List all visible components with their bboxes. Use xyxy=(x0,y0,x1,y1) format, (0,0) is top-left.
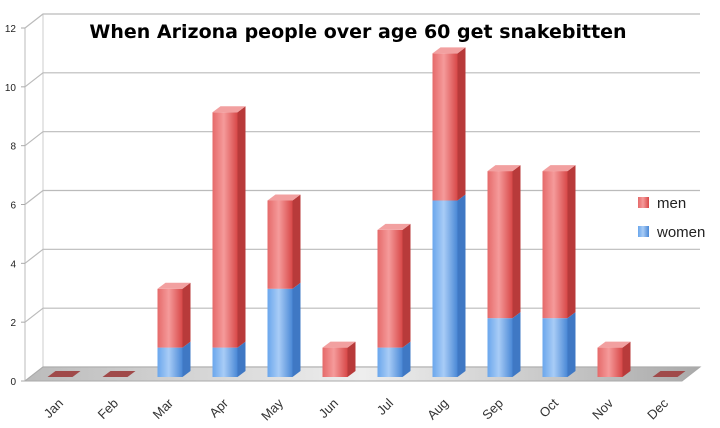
y-tick-label: 12 xyxy=(5,24,17,35)
bar-side-men-may xyxy=(292,194,301,289)
bar-side-men-sep xyxy=(512,165,521,319)
x-tick-label: Aug xyxy=(424,396,451,423)
y-tick-label: 8 xyxy=(10,142,16,153)
bar-side-men-oct xyxy=(567,165,576,319)
x-tick-label: Mar xyxy=(150,395,177,422)
bar-side-women-aug xyxy=(457,194,466,377)
bar-side-women-jul xyxy=(402,341,411,377)
x-tick-label: May xyxy=(258,395,286,423)
bar-side-women-may xyxy=(292,282,301,377)
bar-women-oct xyxy=(542,318,568,377)
gridline xyxy=(24,72,700,88)
x-tick-label: Jun xyxy=(316,396,341,421)
gridline xyxy=(24,189,700,205)
bar-top-men-jun xyxy=(322,341,356,348)
y-tick-label: 6 xyxy=(10,201,16,212)
bar-zero-dec xyxy=(652,371,686,377)
bar-men-aug xyxy=(432,53,458,201)
bar-men-jun xyxy=(322,347,348,377)
legend-swatch-women xyxy=(638,226,649,237)
bar-side-men-jul xyxy=(402,223,411,348)
bar-side-men-nov xyxy=(622,341,631,377)
bar-women-apr xyxy=(212,347,238,377)
x-tick-label: Jul xyxy=(374,395,396,417)
x-tick-label: Feb xyxy=(95,396,121,422)
bar-side-women-apr xyxy=(237,341,246,377)
floor-plane xyxy=(23,366,702,382)
y-tick-label: 2 xyxy=(10,318,16,329)
bar-top-men-aug xyxy=(432,47,466,54)
gridline xyxy=(24,131,700,147)
bar-side-men-aug xyxy=(457,47,466,201)
gridline xyxy=(24,307,700,323)
bar-zero-feb xyxy=(102,371,136,377)
gridline xyxy=(24,13,700,29)
x-tick-label: Nov xyxy=(589,395,616,422)
x-tick-label: Oct xyxy=(536,395,561,420)
bar-top-men-apr xyxy=(212,106,246,113)
bar-side-men-jun xyxy=(347,341,356,377)
bar-side-women-sep xyxy=(512,312,521,377)
chart-title: When Arizona people over age 60 get snak… xyxy=(89,21,626,43)
bar-side-men-apr xyxy=(237,106,246,348)
x-tick-label: Sep xyxy=(479,396,506,423)
bar-side-women-mar xyxy=(182,341,191,377)
bar-men-oct xyxy=(542,171,568,319)
bar-side-women-oct xyxy=(567,312,576,377)
legend-label-women: women xyxy=(656,224,705,241)
bar-women-jul xyxy=(377,347,403,377)
x-tick-label: Apr xyxy=(206,395,231,420)
bar-men-nov xyxy=(597,347,623,377)
bar-women-may xyxy=(267,288,293,377)
bar-men-may xyxy=(267,200,293,289)
bar-top-men-sep xyxy=(487,165,521,172)
bar-top-men-jul xyxy=(377,223,411,230)
bar-top-men-may xyxy=(267,194,301,201)
gridlines: 0 2 4 6 8 10 12 xyxy=(5,13,700,388)
x-tick-label: Dec xyxy=(644,395,671,422)
legend-swatch-men xyxy=(638,197,649,208)
bar-women-mar xyxy=(157,347,183,377)
bar-women-sep xyxy=(487,318,513,377)
bar-top-men-mar xyxy=(157,282,191,289)
bar-top-men-oct xyxy=(542,165,576,172)
x-tick-label: Jan xyxy=(41,396,66,421)
bar-zero-jan xyxy=(47,371,81,377)
bar-men-jul xyxy=(377,229,403,348)
legend-label-men: men xyxy=(657,195,686,212)
bar-men-mar xyxy=(157,288,183,348)
y-tick-label: 0 xyxy=(10,377,16,388)
x-axis-labels: Jan Feb Mar Apr May Jun Jul Aug Sep Oct Nov Dec xyxy=(41,395,672,423)
bar-women-aug xyxy=(432,200,458,377)
bar-side-men-mar xyxy=(182,282,191,348)
bar-top-men-nov xyxy=(597,341,631,348)
bars xyxy=(47,47,686,377)
y-tick-label: 10 xyxy=(5,83,17,94)
legend: men women xyxy=(638,195,705,241)
chart-floor xyxy=(23,366,702,382)
bar-men-sep xyxy=(487,171,513,319)
y-tick-label: 4 xyxy=(10,259,16,270)
bar-men-apr xyxy=(212,112,238,348)
gridline xyxy=(24,248,700,264)
